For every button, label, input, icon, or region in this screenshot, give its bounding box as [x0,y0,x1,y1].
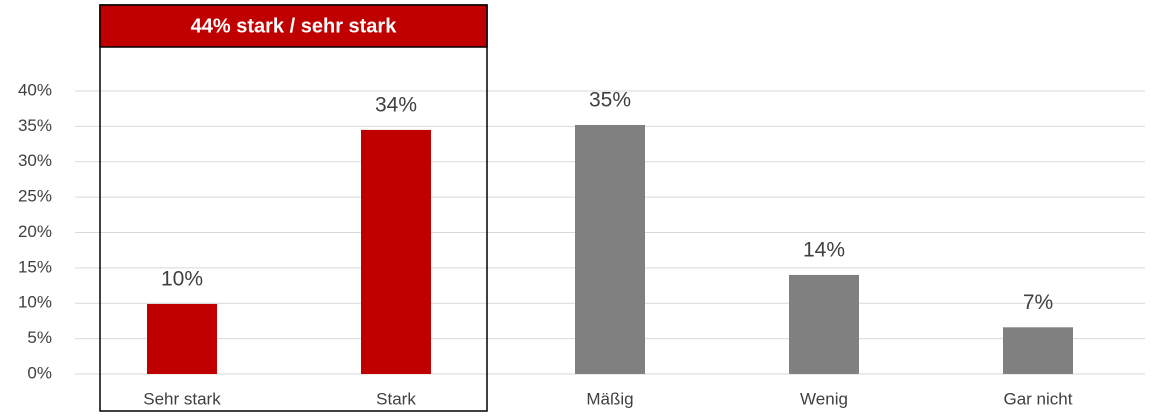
y-tick-label: 10% [18,293,52,312]
y-tick-label: 35% [18,116,52,135]
x-tick-label: Gar nicht [1004,389,1073,408]
x-tick-label: Sehr stark [143,389,221,408]
bar [789,274,859,374]
y-tick-label: 0% [27,363,52,382]
value-label: 10% [161,268,203,291]
x-tick-label: Stark [376,389,416,408]
highlight-header [99,4,488,48]
bar [575,124,645,375]
y-tick-label: 40% [18,80,52,99]
annotation: 44% stark / sehr stark [191,15,398,37]
bar [361,129,431,374]
y-tick-label: 15% [18,257,52,276]
value-label: 35% [589,89,631,112]
value-label: 7% [1023,291,1053,314]
y-tick-label: 25% [18,187,52,206]
y-tick-label: 20% [18,222,52,241]
x-tick-label: Mäßig [586,389,633,408]
y-tick-label: 5% [27,328,52,347]
value-label: 14% [803,238,845,261]
y-tick-label: 30% [18,151,52,170]
bar [147,303,217,374]
bar [1003,327,1073,374]
x-tick-label: Wenig [800,389,848,408]
value-label: 34% [375,93,417,116]
